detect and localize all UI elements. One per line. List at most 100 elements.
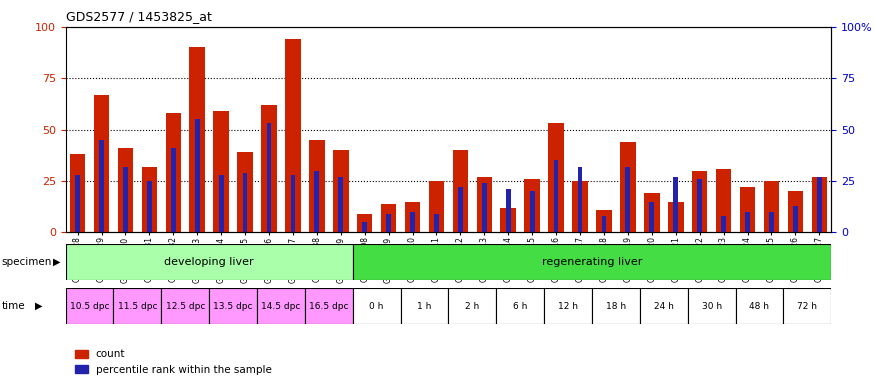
- Text: 30 h: 30 h: [702, 302, 722, 311]
- Bar: [262, 105, 276, 232]
- Bar: [482, 183, 487, 232]
- Bar: [353, 288, 401, 324]
- Bar: [242, 173, 248, 232]
- Bar: [716, 169, 732, 232]
- Bar: [529, 191, 535, 232]
- Bar: [668, 202, 683, 232]
- Text: 72 h: 72 h: [797, 302, 817, 311]
- Bar: [783, 288, 831, 324]
- Bar: [309, 140, 325, 232]
- Bar: [353, 244, 831, 280]
- Bar: [793, 205, 798, 232]
- Bar: [357, 214, 373, 232]
- Text: 11.5 dpc: 11.5 dpc: [117, 302, 158, 311]
- Bar: [496, 288, 544, 324]
- Text: specimen: specimen: [2, 257, 52, 267]
- Bar: [75, 175, 80, 232]
- Bar: [405, 202, 420, 232]
- Bar: [692, 170, 707, 232]
- Bar: [429, 181, 444, 232]
- Bar: [554, 161, 558, 232]
- Bar: [123, 167, 128, 232]
- Bar: [736, 288, 783, 324]
- Bar: [769, 212, 774, 232]
- Bar: [688, 288, 736, 324]
- Bar: [237, 152, 253, 232]
- Text: 6 h: 6 h: [513, 302, 528, 311]
- Bar: [267, 123, 271, 232]
- Bar: [592, 288, 640, 324]
- Text: 13.5 dpc: 13.5 dpc: [214, 302, 253, 311]
- Bar: [544, 288, 592, 324]
- Bar: [70, 154, 86, 232]
- Bar: [578, 167, 583, 232]
- Bar: [314, 170, 319, 232]
- Bar: [401, 288, 449, 324]
- Text: regenerating liver: regenerating liver: [542, 257, 642, 267]
- Bar: [381, 204, 396, 232]
- Bar: [362, 222, 368, 232]
- Bar: [649, 202, 654, 232]
- Bar: [620, 142, 635, 232]
- Text: 12.5 dpc: 12.5 dpc: [165, 302, 205, 311]
- Bar: [721, 216, 726, 232]
- Bar: [449, 288, 496, 324]
- Bar: [386, 214, 391, 232]
- Bar: [304, 288, 353, 324]
- Bar: [674, 177, 678, 232]
- Bar: [114, 288, 161, 324]
- Bar: [410, 212, 415, 232]
- Bar: [452, 150, 468, 232]
- Bar: [746, 212, 750, 232]
- Bar: [219, 175, 223, 232]
- Text: developing liver: developing liver: [164, 257, 254, 267]
- Bar: [195, 119, 200, 232]
- Bar: [817, 177, 822, 232]
- Bar: [572, 181, 588, 232]
- Bar: [66, 288, 114, 324]
- Bar: [257, 288, 304, 324]
- Text: 14.5 dpc: 14.5 dpc: [262, 302, 301, 311]
- Bar: [333, 150, 348, 232]
- Bar: [165, 113, 181, 232]
- Bar: [602, 216, 606, 232]
- Bar: [161, 288, 209, 324]
- Text: ▶: ▶: [52, 257, 60, 267]
- Bar: [142, 167, 158, 232]
- Text: time: time: [2, 301, 25, 311]
- Legend: count, percentile rank within the sample: count, percentile rank within the sample: [71, 345, 276, 379]
- Text: ▶: ▶: [35, 301, 43, 311]
- Text: 0 h: 0 h: [369, 302, 384, 311]
- Text: 24 h: 24 h: [654, 302, 674, 311]
- Bar: [434, 214, 439, 232]
- Bar: [640, 288, 688, 324]
- Bar: [549, 123, 564, 232]
- Bar: [697, 179, 702, 232]
- Bar: [117, 148, 133, 232]
- Text: 2 h: 2 h: [466, 302, 480, 311]
- Bar: [190, 47, 205, 232]
- Bar: [596, 210, 612, 232]
- Text: 12 h: 12 h: [558, 302, 578, 311]
- Bar: [739, 187, 755, 232]
- Bar: [500, 208, 516, 232]
- Bar: [99, 140, 104, 232]
- Text: 18 h: 18 h: [606, 302, 626, 311]
- Bar: [477, 177, 492, 232]
- Text: 16.5 dpc: 16.5 dpc: [309, 302, 348, 311]
- Bar: [788, 191, 803, 232]
- Bar: [285, 39, 301, 232]
- Bar: [290, 175, 296, 232]
- Bar: [811, 177, 827, 232]
- Bar: [171, 148, 176, 232]
- Text: 1 h: 1 h: [417, 302, 431, 311]
- Bar: [66, 244, 353, 280]
- Bar: [644, 193, 660, 232]
- Text: 10.5 dpc: 10.5 dpc: [70, 302, 109, 311]
- Bar: [209, 288, 257, 324]
- Bar: [94, 95, 109, 232]
- Bar: [764, 181, 780, 232]
- Bar: [626, 167, 630, 232]
- Text: GDS2577 / 1453825_at: GDS2577 / 1453825_at: [66, 10, 212, 23]
- Bar: [214, 111, 229, 232]
